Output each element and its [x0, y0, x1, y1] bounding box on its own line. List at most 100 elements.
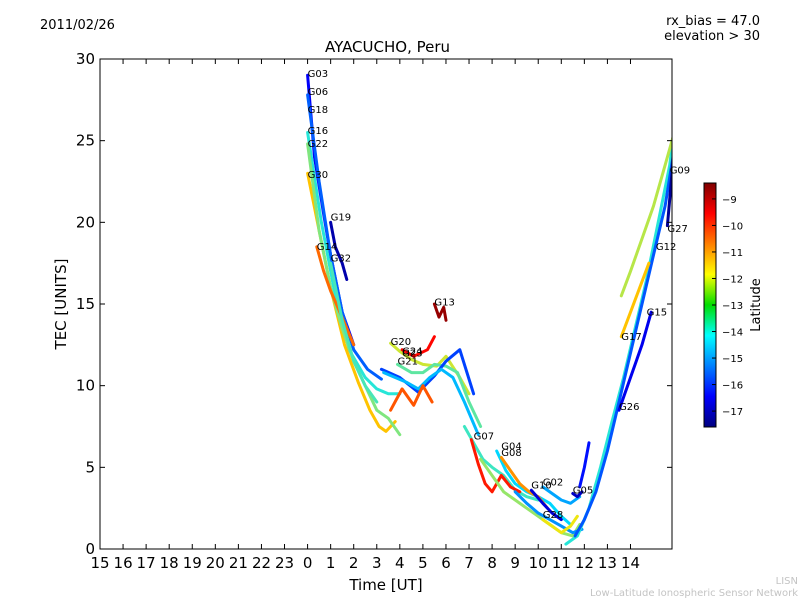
satellite-trace-19: [479, 457, 582, 538]
satellite-label: G26: [619, 402, 639, 413]
satellite-label: G12: [656, 242, 676, 253]
x-tick-label: 0: [303, 554, 313, 572]
satellite-trace-28: [619, 261, 651, 339]
colorbar-tick-label: −12: [722, 275, 743, 286]
y-tick-label: 10: [76, 377, 95, 395]
satellite-trace-23: [541, 514, 579, 535]
series-layer: [306, 73, 672, 546]
satellite-trace-20: [513, 490, 584, 535]
satellite-label: G14: [317, 242, 337, 253]
satellite-trace-6: [315, 245, 356, 347]
satellite-trace-12: [379, 348, 476, 396]
satellite-trace-27: [619, 135, 672, 298]
colorbar-tick-label: −15: [722, 354, 743, 365]
colorbar-tick-label: −17: [722, 407, 743, 418]
satellite-trace-31: [578, 441, 591, 489]
satellite-label: G02: [543, 477, 563, 488]
satellite-label: G16: [308, 126, 328, 137]
colorbar-tick-label: −16: [722, 381, 743, 392]
x-tick-label: 20: [206, 554, 225, 572]
y-tick-label: 5: [85, 458, 95, 476]
satellite-trace-22: [541, 485, 582, 505]
colorbar-ticks: −9 −10 −11 −12 −13 −14 −15 −16 −17: [712, 195, 743, 418]
colorbar-tick-label: −13: [722, 301, 743, 312]
satellite-label: G03: [308, 69, 328, 80]
y-axis-label: TEC [UNITS]: [52, 259, 70, 351]
x-tick-label: 21: [229, 554, 248, 572]
x-tick-label: 11: [552, 554, 571, 572]
satellite-label: G18: [308, 105, 328, 116]
x-tick-label: 16: [114, 554, 133, 572]
satellite-trace-13: [382, 367, 480, 437]
x-tick-label: 2: [349, 554, 359, 572]
satellite-trace-24: [571, 490, 584, 499]
satellite-label: G20: [391, 337, 411, 348]
x-tick-label: 15: [90, 554, 109, 572]
satellite-label: G05: [573, 486, 593, 497]
satellite-trace-7: [329, 261, 379, 404]
x-tick-label: 10: [529, 554, 548, 572]
colorbar-tick-label: −10: [722, 221, 743, 232]
satellite-trace-29: [617, 310, 653, 412]
y-axis: 0 5 10 15 20 25 30: [76, 50, 672, 558]
x-tick-label: 14: [621, 554, 640, 572]
satellite-label: G19: [331, 213, 351, 224]
x-tick-label: 23: [275, 554, 294, 572]
satellite-trace-14: [389, 384, 434, 412]
satellite-label: G17: [621, 332, 641, 343]
y-tick-label: 0: [85, 540, 95, 558]
x-tick-label: 13: [598, 554, 617, 572]
colorbar-tick-label: −9: [722, 195, 737, 206]
y-tick-label: 30: [76, 50, 95, 68]
x-tick-label: 4: [395, 554, 405, 572]
satellite-trace-30: [665, 151, 672, 228]
satellite-label: G04: [501, 441, 521, 452]
x-axis-label: Time [UT]: [348, 576, 422, 594]
satellite-trace-2: [306, 131, 402, 396]
satellite-trace-10: [400, 335, 436, 358]
satellite-trace-8: [432, 302, 448, 322]
annotation-layer: G03G06G18G16G22G30G19G14G32G13G20G24G23G…: [308, 69, 691, 521]
y-tick-label: 25: [76, 132, 95, 150]
satellite-label: G10: [531, 481, 551, 492]
x-tick-label: 22: [252, 554, 271, 572]
satellite-label: G22: [308, 139, 328, 150]
satellite-trace-26: [573, 153, 672, 538]
satellite-trace-1: [306, 93, 383, 381]
colorbar-tick-label: −11: [722, 248, 743, 259]
satellite-label: G28: [543, 510, 563, 521]
x-tick-label: 9: [510, 554, 520, 572]
x-tick-label: 17: [137, 554, 156, 572]
chart-title: AYACUCHO, Peru: [324, 38, 451, 56]
satellite-trace-15: [462, 425, 540, 502]
satellite-label: G32: [331, 254, 351, 265]
satellite-label: G24: [402, 347, 422, 358]
satellite-label: G13: [434, 298, 454, 309]
x-tick-label: 7: [464, 554, 474, 572]
y-tick-label: 15: [76, 295, 95, 313]
colorbar-tick-label: −14: [722, 328, 743, 339]
satellite-label: G30: [308, 170, 328, 181]
x-tick-label: 18: [160, 554, 179, 572]
satellite-label: G21: [398, 356, 418, 367]
satellite-trace-16: [469, 438, 522, 494]
x-tick-label: 8: [487, 554, 497, 572]
x-tick-label: 19: [183, 554, 202, 572]
x-tick-label: 12: [575, 554, 594, 572]
x-axis: 15 16 17 18 19 20 21 22 23 0 1 2 3 4 5 6 7 8 9 10 11 12 13 14: [90, 59, 640, 572]
colorbar-label: Latitude: [749, 278, 764, 332]
satellite-trace-5: [329, 220, 349, 281]
satellite-trace-11: [396, 362, 483, 428]
plot-frame: [99, 58, 673, 550]
rx-bias-label: rx_bias = 47.0: [666, 14, 760, 29]
satellite-label: G27: [667, 224, 687, 235]
elevation-label: elevation > 30: [664, 29, 760, 44]
x-tick-label: 5: [418, 554, 428, 572]
satellite-trace-21: [529, 488, 563, 522]
satellite-label: G06: [308, 87, 328, 98]
x-tick-label: 3: [372, 554, 382, 572]
satellite-label: G23: [402, 348, 422, 359]
x-tick-label: 1: [326, 554, 336, 572]
satellite-label: G07: [474, 432, 494, 443]
